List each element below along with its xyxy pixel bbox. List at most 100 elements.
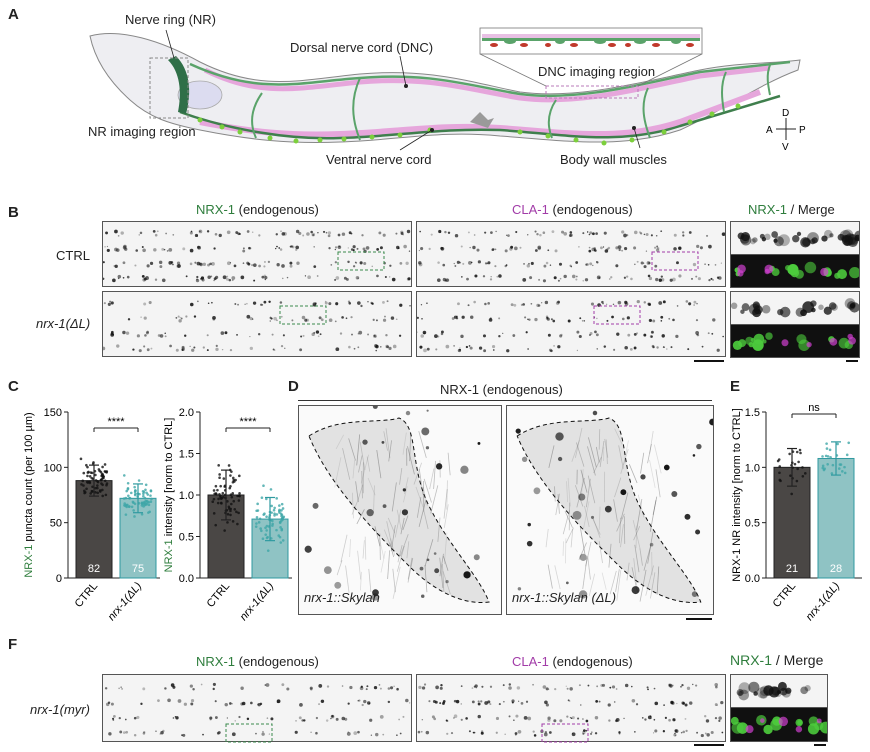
y-tick-label: 50 (50, 518, 62, 530)
y-axis: 0 50 100 150 (44, 407, 160, 585)
y-tick-label: 1.0 (745, 462, 760, 474)
inset-f-gray (730, 674, 828, 708)
scale-bar-b-inset (846, 360, 858, 362)
panel-c-letter: C (8, 378, 19, 395)
micrograph-b-nrx-ctrl (102, 221, 412, 287)
scale-bar-f (694, 744, 724, 746)
inset-b-ctrl-gray (730, 221, 860, 255)
micrograph-d-mut (506, 405, 714, 615)
worm-diagram: D V A P (89, 27, 806, 153)
panel-d-title: NRX-1 (endogenous) (440, 382, 563, 397)
compass-icon (776, 118, 796, 140)
worm-body (89, 33, 801, 143)
data-points (821, 441, 851, 475)
panel-d-right-label: nrx-1::Skylan (ΔL) (512, 590, 617, 605)
inset-b-mut-gray (730, 291, 860, 325)
y-tick-label: 1.0 (179, 490, 194, 502)
panel-d-letter: D (288, 378, 299, 395)
n-label: 75 (132, 563, 144, 575)
micrograph-b-nrx-mut (102, 291, 412, 357)
y-axis-label: NRX-1 NR intensity [norm to CTRL] (731, 408, 743, 582)
scale-bar-d (686, 618, 712, 620)
label-muscles: Body wall muscles (560, 152, 667, 167)
micrograph-d-ctrl (298, 405, 502, 615)
data-points (211, 464, 241, 532)
error-bar (89, 464, 99, 497)
panel-f-col2-title: CLA-1 (endogenous) (512, 654, 633, 669)
dorsal-nerve-cord (189, 60, 791, 98)
chart-c-intensity: 0.0 0.5 1.0 1.5 2.0 NRX-1 intensity [norm to … (163, 407, 292, 623)
y-axis-label: NRX-1 puncta count (per 100 µm) (23, 412, 35, 577)
vnc-puncta (197, 103, 741, 146)
bar (75, 480, 113, 579)
panel-b-col2-title: CLA-1 (endogenous) (512, 202, 633, 217)
y-tick-label: 100 (44, 462, 62, 474)
panel-f-letter: F (8, 636, 18, 653)
data-points (79, 457, 109, 498)
n-label: 28 (830, 563, 842, 575)
significance-label: **** (107, 416, 125, 428)
significance-bracket (225, 427, 271, 432)
significance-label: **** (239, 416, 257, 428)
y-tick-label: 2.0 (179, 407, 194, 419)
error-bar (787, 447, 797, 487)
commissures (251, 64, 771, 141)
micrograph-b-cla-ctrl (416, 221, 726, 287)
data-points (254, 484, 286, 552)
panel-f-row: nrx-1(myr) (30, 702, 90, 717)
micrograph-b-cla-mut (416, 291, 726, 357)
y-tick-label: 1.5 (745, 407, 760, 419)
category-label: nrx-1(ΔL) (106, 580, 145, 623)
label-vnc: Ventral nerve cord (326, 152, 432, 167)
category-label: CTRL (205, 580, 233, 610)
inset-f-merge (730, 707, 828, 742)
y-tick-label: 0.0 (179, 573, 194, 585)
y-axis: 0.0 0.5 1.0 1.5 2.0 (179, 407, 292, 585)
data-points (122, 474, 153, 518)
label-dnc: Dorsal nerve cord (DNC) (290, 40, 434, 55)
category-label: nrx-1(ΔL) (804, 580, 843, 623)
compass-a: A (766, 125, 773, 136)
inset-b-ctrl-merge (730, 254, 860, 288)
bar (817, 457, 855, 579)
n-label: 82 (88, 563, 100, 575)
error-bar (265, 496, 275, 542)
y-tick-label: 0.5 (179, 532, 194, 544)
compass-v: V (782, 142, 789, 153)
label-nerve-ring: Nerve ring (NR) (125, 12, 217, 27)
y-tick-label: 1.5 (179, 449, 194, 461)
y-axis-label: NRX-1 intensity [norm to CTRL] (163, 418, 175, 573)
nerve-ring (168, 56, 190, 114)
category-label: nrx-1(ΔL) (238, 580, 277, 623)
panel-b-row-mut: nrx-1(ΔL) (36, 316, 91, 331)
panel-b-col3-title: NRX-1 / Merge (748, 202, 835, 217)
y-axis: 0.0 0.5 1.0 1.5 (745, 407, 862, 585)
panel-f-col3-title: NRX-1 / Merge (730, 652, 824, 668)
micrograph-f-cla (416, 674, 726, 742)
category-label: CTRL (73, 580, 101, 610)
ventral-muscles (199, 89, 762, 138)
dorsal-muscles (203, 65, 771, 103)
panel-b-letter: B (8, 204, 19, 221)
error-bar (221, 469, 231, 521)
panel-d-left-label: nrx-1::Skylan (304, 590, 380, 605)
label-nr-region: NR imaging region (88, 124, 196, 139)
compass-d: D (782, 108, 789, 119)
significance-bracket (791, 413, 837, 418)
scale-bar-f-inset (814, 744, 826, 746)
panel-b-row-ctrl: CTRL (56, 248, 90, 263)
scale-bar-b (694, 360, 724, 362)
dnc-imaging-box (545, 85, 639, 99)
panel-b-col1-title: NRX-1 (endogenous) (196, 202, 319, 217)
micrograph-f-nrx (102, 674, 412, 742)
error-bar (133, 483, 143, 514)
panel-e-letter: E (730, 378, 741, 395)
chart-c-puncta: 0 50 100 150 NRX-1 puncta count (per 100 µm)… (23, 407, 160, 623)
significance-label: ns (808, 402, 820, 414)
y-tick-label: 0.5 (745, 518, 760, 530)
significance-bracket (93, 427, 139, 432)
y-tick-label: 150 (44, 407, 62, 419)
panel-f-col1-title: NRX-1 (endogenous) (196, 654, 319, 669)
compass-p: P (799, 125, 806, 136)
